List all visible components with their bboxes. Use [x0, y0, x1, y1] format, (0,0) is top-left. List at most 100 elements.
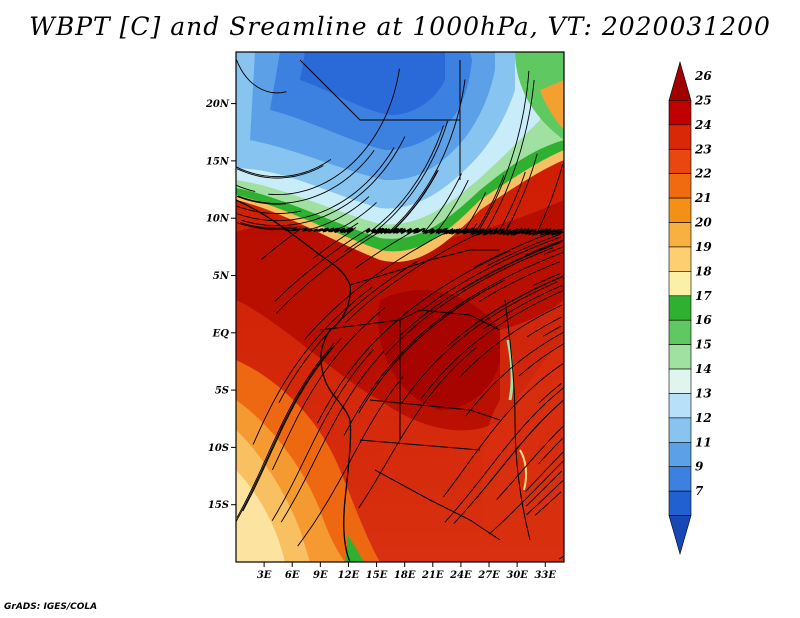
colorbar-segment — [668, 173, 692, 199]
streamline — [280, 350, 385, 523]
colorbar-segment — [668, 393, 692, 419]
colorbar-segment — [668, 344, 692, 370]
streamline — [538, 383, 562, 404]
streamline — [446, 276, 563, 347]
streamline — [483, 284, 563, 330]
streamline — [237, 150, 375, 204]
streamline — [389, 169, 439, 234]
east-highlands — [480, 300, 564, 562]
streamline — [478, 261, 560, 302]
colorbar-segment — [668, 222, 692, 248]
south-paleyellow — [236, 470, 285, 562]
lat-tick-label: 5S — [215, 386, 229, 397]
colorbar-label: 16 — [695, 313, 712, 327]
lon-tick-label: 9E — [313, 570, 328, 581]
streamline — [525, 451, 564, 492]
streamline — [271, 348, 375, 521]
streamline — [236, 343, 335, 518]
colorbar-segment — [668, 417, 692, 443]
streamline — [453, 399, 564, 524]
ne-green — [515, 52, 564, 140]
longitude-axis: 3E 6E 9E 12E 15E 18E 21E 24E 27E 30E 33E — [257, 562, 556, 581]
colorbar-segment — [668, 466, 692, 492]
streamline — [241, 136, 406, 227]
streamline — [543, 325, 562, 337]
lon-tick-label: 24E — [449, 570, 472, 581]
streamline — [304, 228, 458, 341]
streamline — [236, 195, 287, 205]
streamline — [518, 343, 564, 377]
border-north — [299, 59, 461, 180]
border-e — [374, 469, 501, 541]
lake-feature — [506, 339, 514, 401]
streamline — [526, 480, 564, 516]
streamline — [476, 70, 530, 235]
streamline — [558, 556, 564, 560]
streamline — [484, 79, 535, 235]
streamline — [385, 247, 554, 355]
streamline — [237, 205, 302, 214]
colorbar-segment — [668, 515, 692, 556]
border-d — [359, 439, 481, 451]
streamline — [374, 120, 449, 234]
colorbar-label: 15 — [695, 338, 712, 352]
streamline — [242, 337, 342, 512]
colorbar-label: 25 — [694, 93, 712, 107]
lon-tick-label: 21E — [421, 570, 444, 581]
streamline — [533, 272, 561, 286]
streamline — [237, 147, 395, 222]
lon-tick-label: 3E — [257, 570, 272, 581]
colorbar-segment — [668, 100, 692, 126]
colorbar-segment — [668, 442, 692, 468]
lat-tick-label: 10N — [206, 214, 230, 225]
streamlines — [236, 59, 564, 560]
latitude-axis: 20N 15N 10N 5N EQ 5S 10S 15S — [205, 99, 236, 511]
streamline — [444, 387, 564, 523]
colorbar-segment — [668, 148, 692, 174]
border-rift — [504, 299, 531, 541]
border-b — [349, 249, 500, 286]
lon-tick-label: 15E — [366, 570, 388, 581]
colorbar-segment — [668, 368, 692, 394]
colorbar-label: 13 — [695, 386, 712, 400]
streamline — [526, 316, 562, 338]
credit-label: GrADS: IGES/COLA — [4, 602, 98, 612]
colorbar-segment — [668, 197, 692, 223]
ne-orange — [540, 80, 564, 130]
streamline — [387, 79, 466, 234]
streamline — [236, 165, 324, 179]
colorbar-label: 7 — [695, 484, 704, 498]
streamline — [423, 173, 473, 236]
lon-tick-label: 12E — [338, 570, 360, 581]
wbpt-field — [236, 52, 564, 562]
plot-frame — [235, 51, 565, 563]
border-a — [319, 309, 501, 331]
colorbar-label: 14 — [695, 362, 712, 376]
colorbar-label: 23 — [694, 142, 712, 156]
lon-tick-label: 27E — [477, 570, 500, 581]
colorbar: 26 25 24 23 22 21 20 19 18 17 16 15 14 13 12 11 9 7 — [668, 60, 712, 556]
streamline — [419, 236, 561, 312]
streamline — [358, 279, 505, 414]
streamline — [421, 290, 564, 399]
streamline — [465, 331, 564, 417]
colorbar-label: 24 — [694, 118, 712, 132]
streamline — [443, 252, 564, 316]
colorbar-label: 11 — [695, 435, 712, 449]
streamline — [401, 281, 558, 404]
lat-tick-label: 20N — [205, 99, 230, 110]
colorbar-label: 26 — [694, 69, 712, 83]
lat-tick-label: 15S — [208, 500, 229, 511]
colorbar-segment — [668, 124, 692, 150]
streamline — [268, 68, 400, 196]
lat-tick-label: EQ — [212, 328, 230, 339]
country-borders — [236, 59, 531, 562]
streamline — [525, 470, 563, 507]
streamline — [398, 240, 563, 337]
streamline — [460, 242, 560, 291]
sw-green-patch — [345, 535, 364, 562]
streamline — [544, 246, 563, 255]
streamline — [236, 346, 333, 522]
lake-feature-2 — [519, 449, 528, 491]
